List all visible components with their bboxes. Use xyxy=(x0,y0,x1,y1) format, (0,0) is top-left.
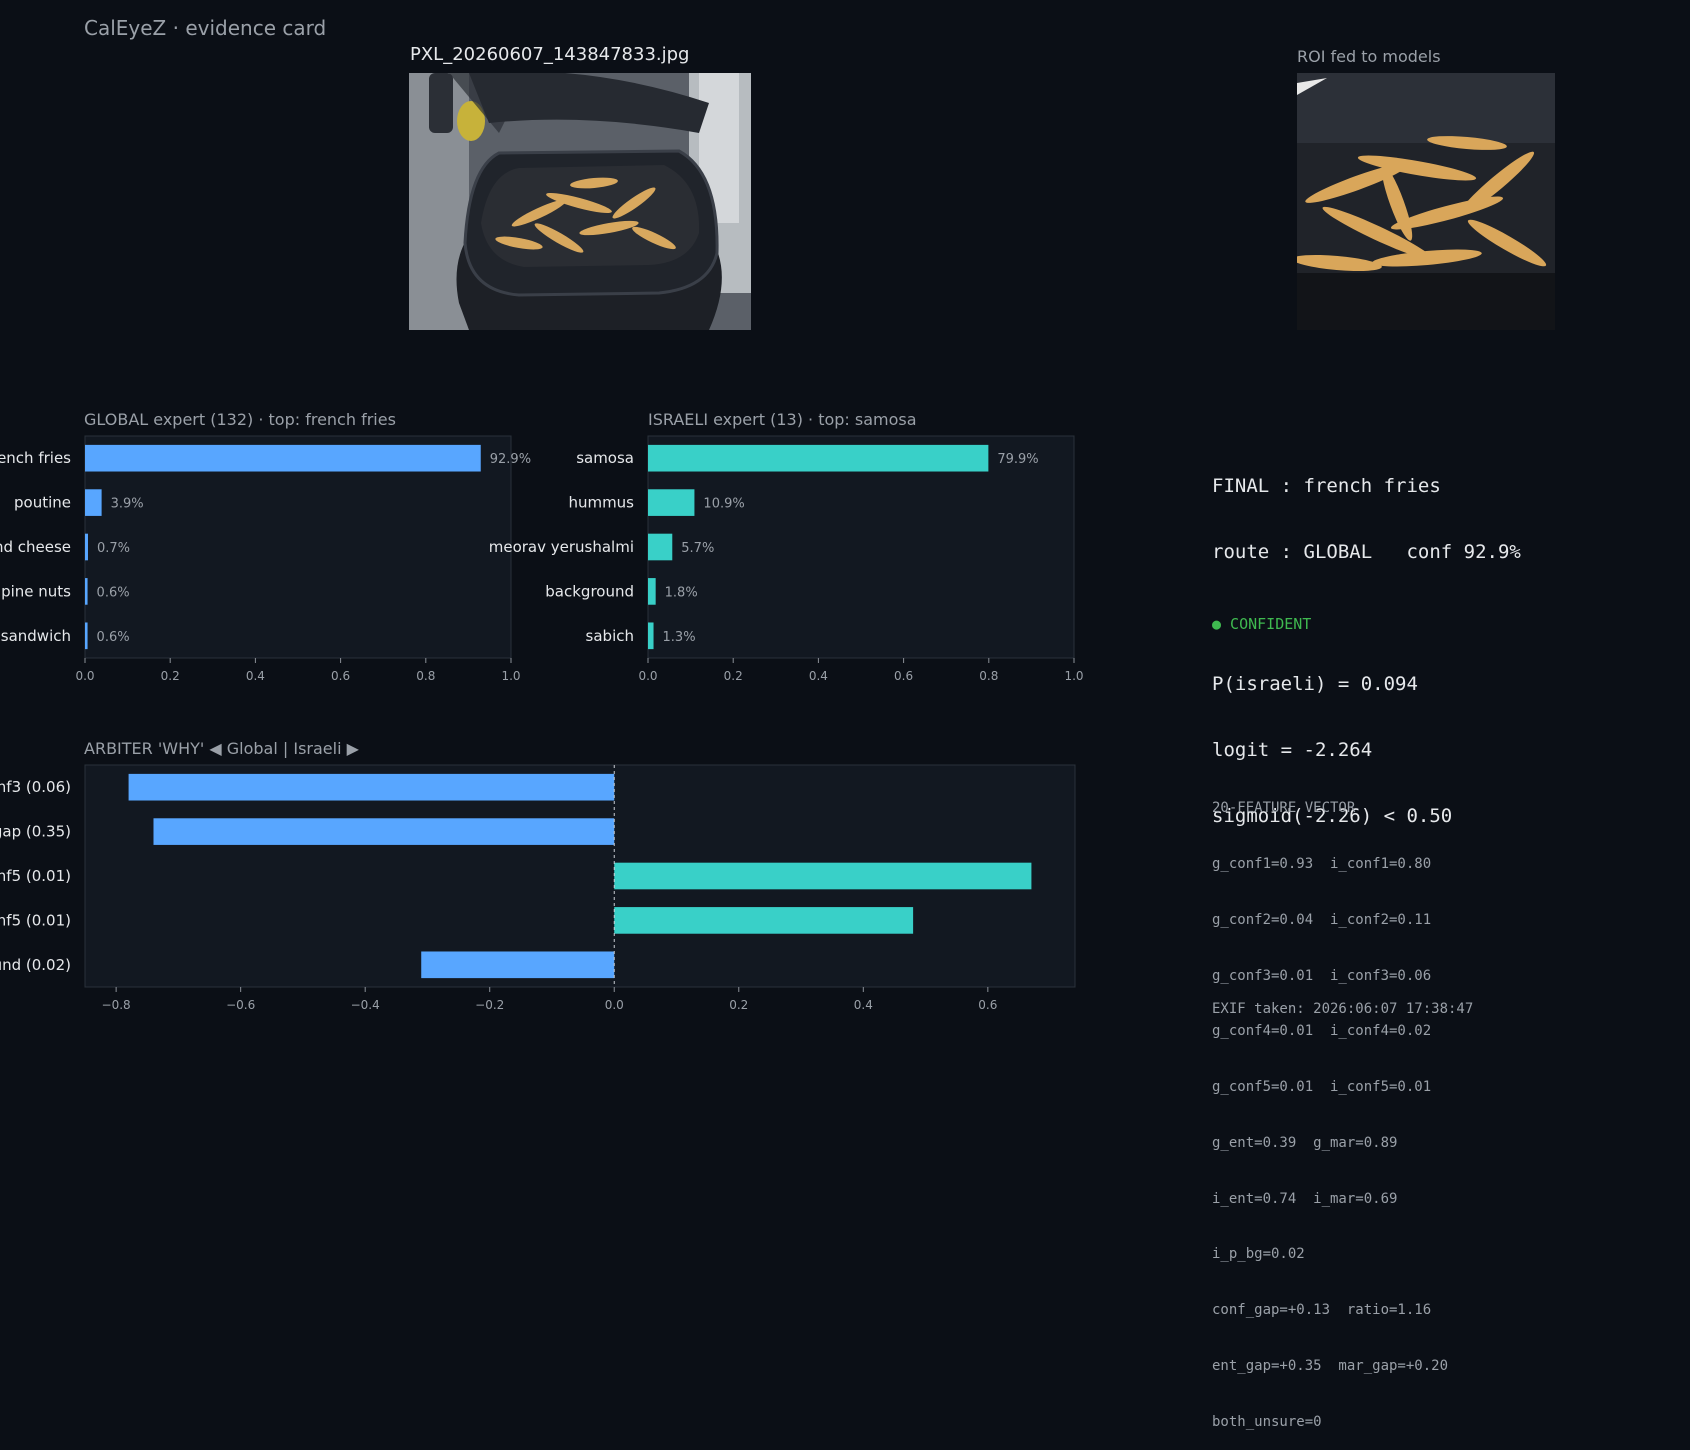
value-label: 79.9% xyxy=(997,452,1038,467)
x-tick-label: 0.2 xyxy=(724,669,743,683)
route-line: route : GLOBAL conf 92.9% xyxy=(1212,541,1521,563)
category-label: french fries xyxy=(0,449,71,467)
p-israeli-line: P(israeli) = 0.094 xyxy=(1212,673,1418,695)
israeli-expert-chart: samosa 79.9% hummus 10.9% meorav yerushalmi 5… xyxy=(489,435,1084,683)
category-label: hummus xyxy=(568,494,634,512)
x-tick-label: 0.2 xyxy=(729,998,748,1012)
category-label: i_conf3 (0.06) xyxy=(0,778,71,797)
x-tick-label: 0.0 xyxy=(605,998,624,1012)
category-label: salad with pine nuts xyxy=(0,582,71,600)
value-label: 92.9% xyxy=(490,452,531,467)
bar xyxy=(85,622,88,650)
bar xyxy=(85,533,88,561)
plot-area xyxy=(647,435,1075,659)
x-tick-label: 1.0 xyxy=(501,669,520,683)
x-tick-label: −0.6 xyxy=(226,998,255,1012)
x-tick-label: 0.6 xyxy=(894,669,913,683)
x-tick-label: 0.4 xyxy=(854,998,873,1012)
sigmoid-line: sigmoid(-2.26) < 0.50 xyxy=(1212,805,1453,827)
value-label: 0.6% xyxy=(97,630,130,645)
bar xyxy=(648,489,695,516)
x-tick-label: −0.8 xyxy=(102,998,131,1012)
feature-vector-title: 20-FEATURE VECTOR xyxy=(1212,800,1356,817)
category-label: sandwich xyxy=(1,627,71,645)
bar xyxy=(614,907,914,934)
exif-timestamp: EXIF taken: 2026:06:07 17:38:47 xyxy=(1212,1001,1474,1017)
feature-line: ent_gap=+0.35 mar_gap=+0.20 xyxy=(1212,1358,1449,1374)
x-tick-label: 1.0 xyxy=(1064,669,1083,683)
value-label: 1.3% xyxy=(663,630,696,645)
bar xyxy=(421,951,615,979)
category-label: background xyxy=(545,582,634,600)
final-decision: FINAL : french fries route : GLOBAL conf… xyxy=(1212,431,1521,849)
roi-thumbnail xyxy=(1297,73,1555,330)
x-tick-label: 0.6 xyxy=(331,669,350,683)
x-tick-label: −0.4 xyxy=(351,998,380,1012)
category-label: poutine xyxy=(14,494,71,512)
feature-line: g_conf1=0.93 i_conf1=0.80 xyxy=(1212,855,1432,872)
bar xyxy=(153,818,615,845)
feature-line: i_p_bg=0.02 xyxy=(1212,1246,1305,1263)
category-label: samosa xyxy=(576,449,634,467)
photo-thumbnail xyxy=(409,73,751,330)
value-label: 0.6% xyxy=(97,585,130,600)
x-tick-label: 0.2 xyxy=(161,669,180,683)
bar xyxy=(648,622,654,650)
value-label: 0.7% xyxy=(97,541,130,556)
feature-line: both_unsure=0 xyxy=(1212,1413,1322,1430)
category-label: ent_gap (0.35) xyxy=(0,823,71,842)
bar xyxy=(85,489,102,516)
x-tick-label: 0.0 xyxy=(75,669,94,683)
global-expert-title: GLOBAL expert (132) · top: french fries xyxy=(84,410,396,429)
arbiter-chart: i_conf3 (0.06) ent_gap (0.35) g_conf5 (0.0… xyxy=(0,764,1076,1012)
value-label: 10.9% xyxy=(703,497,744,512)
value-label: 1.8% xyxy=(665,585,698,600)
x-tick-label: 0.6 xyxy=(978,998,997,1012)
bar xyxy=(85,578,88,605)
confident-status-badge: ● CONFIDENT xyxy=(1212,615,1312,633)
feature-line: g_ent=0.39 g_mar=0.89 xyxy=(1212,1134,1398,1151)
category-label: p_background (0.02) xyxy=(0,956,71,975)
category-label: meorav yerushalmi xyxy=(489,538,634,556)
x-tick-label: 0.0 xyxy=(638,669,657,683)
photo-filename: PXL_20260607_143847833.jpg xyxy=(410,44,690,65)
x-tick-label: 0.8 xyxy=(416,669,435,683)
bar xyxy=(648,533,673,561)
category-label: g_conf5 (0.01) xyxy=(0,867,71,886)
category-label: i_conf5 (0.01) xyxy=(0,911,71,930)
final-label: FINAL : french fries xyxy=(1212,475,1441,497)
value-label: 5.7% xyxy=(681,541,714,556)
feature-line: g_conf4=0.01 i_conf4=0.02 xyxy=(1212,1023,1432,1040)
value-label: 3.9% xyxy=(111,497,144,512)
x-tick-label: 0.4 xyxy=(246,669,265,683)
bar xyxy=(648,578,656,605)
arbiter-title: ARBITER 'WHY' ◀ Global | Israeli ▶ xyxy=(84,739,359,758)
logit-line: logit = -2.264 xyxy=(1212,739,1373,761)
x-tick-label: 0.4 xyxy=(809,669,828,683)
plot-area xyxy=(84,435,512,659)
category-label: macaroni and cheese xyxy=(0,538,71,556)
bar xyxy=(85,444,481,472)
bar xyxy=(128,773,615,801)
bar xyxy=(648,444,989,472)
bar xyxy=(614,862,1032,890)
x-tick-label: −0.2 xyxy=(475,998,504,1012)
feature-vector: 20-FEATURE VECTOR g_conf1=0.93 i_conf1=0… xyxy=(1212,762,1448,1450)
x-tick-label: 0.8 xyxy=(979,669,998,683)
feature-line: g_conf5=0.01 i_conf5=0.01 xyxy=(1212,1079,1432,1096)
feature-line: g_conf3=0.01 i_conf3=0.06 xyxy=(1212,967,1432,984)
roi-title: ROI fed to models xyxy=(1297,47,1441,66)
feature-line: g_conf2=0.04 i_conf2=0.11 xyxy=(1212,911,1432,928)
category-label: sabich xyxy=(586,627,634,645)
feature-line: conf_gap=+0.13 ratio=1.16 xyxy=(1212,1302,1432,1319)
israeli-expert-title: ISRAELI expert (13) · top: samosa xyxy=(648,410,917,429)
global-expert-chart: french fries 92.9% poutine 3.9% macaroni and… xyxy=(0,435,531,683)
app-title: CalEyeZ · evidence card xyxy=(84,16,327,40)
feature-line: i_ent=0.74 i_mar=0.69 xyxy=(1212,1190,1398,1207)
